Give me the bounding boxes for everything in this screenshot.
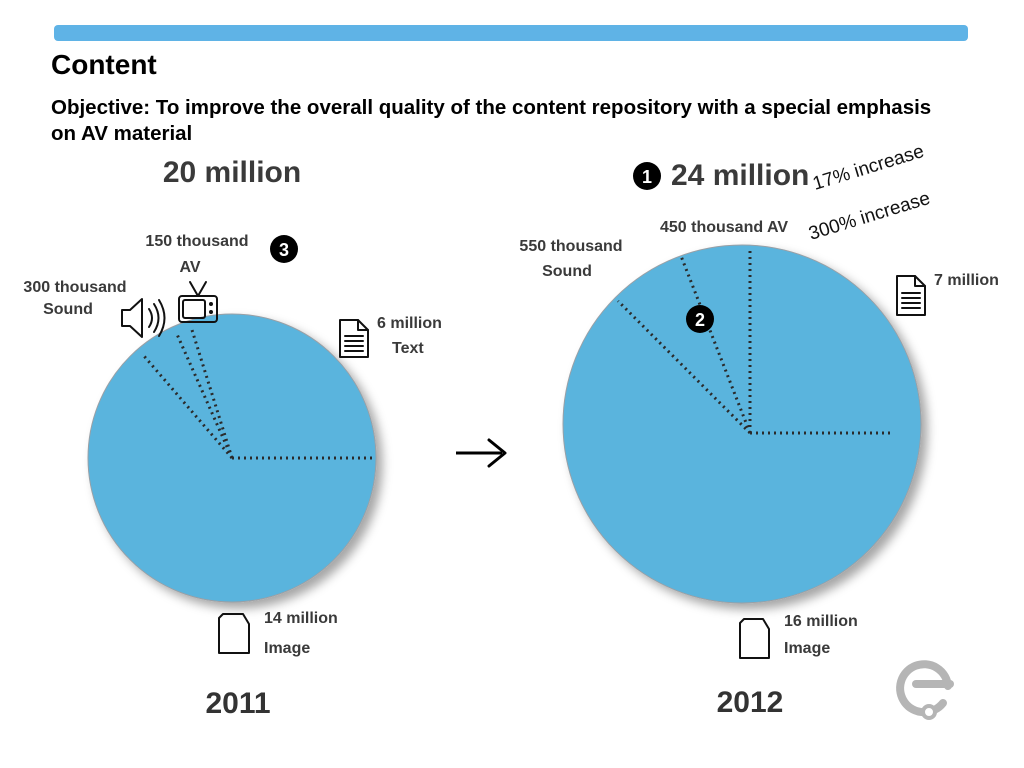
pie-2011-divider-av-right: [190, 329, 234, 459]
image-2011-value: 14 million: [264, 610, 338, 627]
svg-text:2: 2: [695, 310, 705, 330]
sound-2012-name: Sound: [542, 263, 592, 280]
image-2012-value: 16 million: [784, 613, 858, 630]
badge-3: 3: [270, 235, 298, 263]
image-document-icon: [739, 618, 770, 659]
image-document-icon: [218, 613, 250, 654]
pie-2012-divider-sound: [616, 299, 752, 435]
transition-arrow: [456, 438, 507, 468]
av-2012-label: 450 thousand AV: [660, 219, 788, 236]
total-2011: 20 million: [163, 156, 301, 189]
av-2011-name: AV: [179, 259, 200, 276]
year-2011: 2011: [205, 687, 270, 720]
image-2012-name: Image: [784, 640, 830, 657]
badge-2: 2: [686, 305, 714, 333]
increase-av-label: 300% increase: [806, 188, 932, 245]
pie-2011-divider-sound: [142, 355, 234, 459]
year-2012: 2012: [717, 686, 784, 719]
badge-1: 1: [633, 162, 661, 190]
page-title: Content: [51, 49, 157, 80]
svg-text:1: 1: [642, 167, 652, 187]
sound-2012-value: 550 thousand: [519, 238, 622, 255]
speaker-icon: [121, 298, 166, 338]
text-document-icon: [339, 319, 369, 358]
pie-2012-divider-av-left: [679, 255, 752, 434]
text-2011-name: Text: [392, 340, 424, 357]
image-2011-name: Image: [264, 640, 310, 657]
header-accent-bar: [54, 25, 968, 41]
text-2011-value: 6 million: [377, 315, 442, 332]
sound-2011-value: 300 thousand: [23, 279, 126, 296]
pie-2011-divider-av-left: [174, 331, 234, 459]
increase-total-label: 17% increase: [810, 141, 926, 195]
av-2011-value: 150 thousand: [145, 233, 248, 250]
text-2012-value: 7 million: [934, 272, 999, 289]
europeana-logo-icon: [896, 660, 954, 720]
text-document-icon: [896, 275, 926, 316]
total-2012: 24 million: [671, 159, 809, 192]
objective-text: Objective: To improve the overall qualit…: [51, 96, 932, 145]
sound-2011-name: Sound: [43, 301, 93, 318]
tv-icon: [178, 281, 218, 323]
svg-text:3: 3: [279, 240, 289, 260]
